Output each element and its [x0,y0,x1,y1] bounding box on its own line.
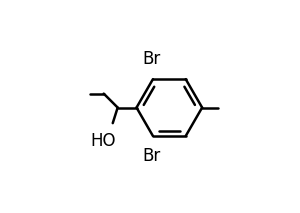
Text: Br: Br [142,50,160,68]
Text: HO: HO [90,132,116,150]
Text: Br: Br [142,147,160,166]
